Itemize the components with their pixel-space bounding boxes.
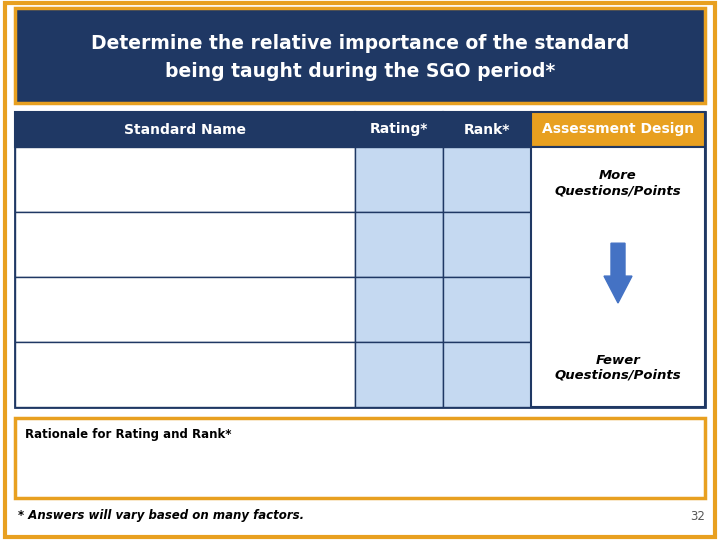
Text: Rationale for Rating and Rank*: Rationale for Rating and Rank*	[25, 428, 232, 441]
Text: * Answers will vary based on many factors.: * Answers will vary based on many factor…	[18, 509, 304, 522]
Text: 32: 32	[690, 510, 705, 523]
Text: Fewer
Questions/Points: Fewer Questions/Points	[554, 354, 681, 382]
Bar	[531, 147, 705, 407]
Bar	[355, 147, 443, 212]
Bar	[15, 147, 355, 212]
Bar	[355, 112, 443, 147]
Text: Assessment Design: Assessment Design	[542, 123, 694, 137]
Bar	[355, 342, 443, 407]
Bar	[443, 342, 531, 407]
Text: Determine the relative importance of the standard: Determine the relative importance of the…	[91, 34, 629, 53]
Text: Standard Name: Standard Name	[124, 123, 246, 137]
Bar	[355, 212, 443, 277]
Bar	[443, 277, 531, 342]
Bar	[443, 147, 531, 212]
Bar	[15, 112, 355, 147]
Bar	[531, 112, 705, 147]
Bar	[443, 212, 531, 277]
Text: being taught during the SGO period*: being taught during the SGO period*	[165, 62, 555, 81]
FancyArrow shape	[604, 243, 632, 303]
Text: Rank*: Rank*	[464, 123, 510, 137]
Bar	[443, 112, 531, 147]
Text: Rating*: Rating*	[370, 123, 428, 137]
Bar	[15, 112, 705, 407]
Text: More
Questions/Points: More Questions/Points	[554, 170, 681, 198]
Bar	[15, 342, 355, 407]
Bar	[15, 418, 705, 498]
Bar	[355, 277, 443, 342]
Bar	[15, 8, 705, 103]
Bar	[15, 212, 355, 277]
Bar	[15, 277, 355, 342]
